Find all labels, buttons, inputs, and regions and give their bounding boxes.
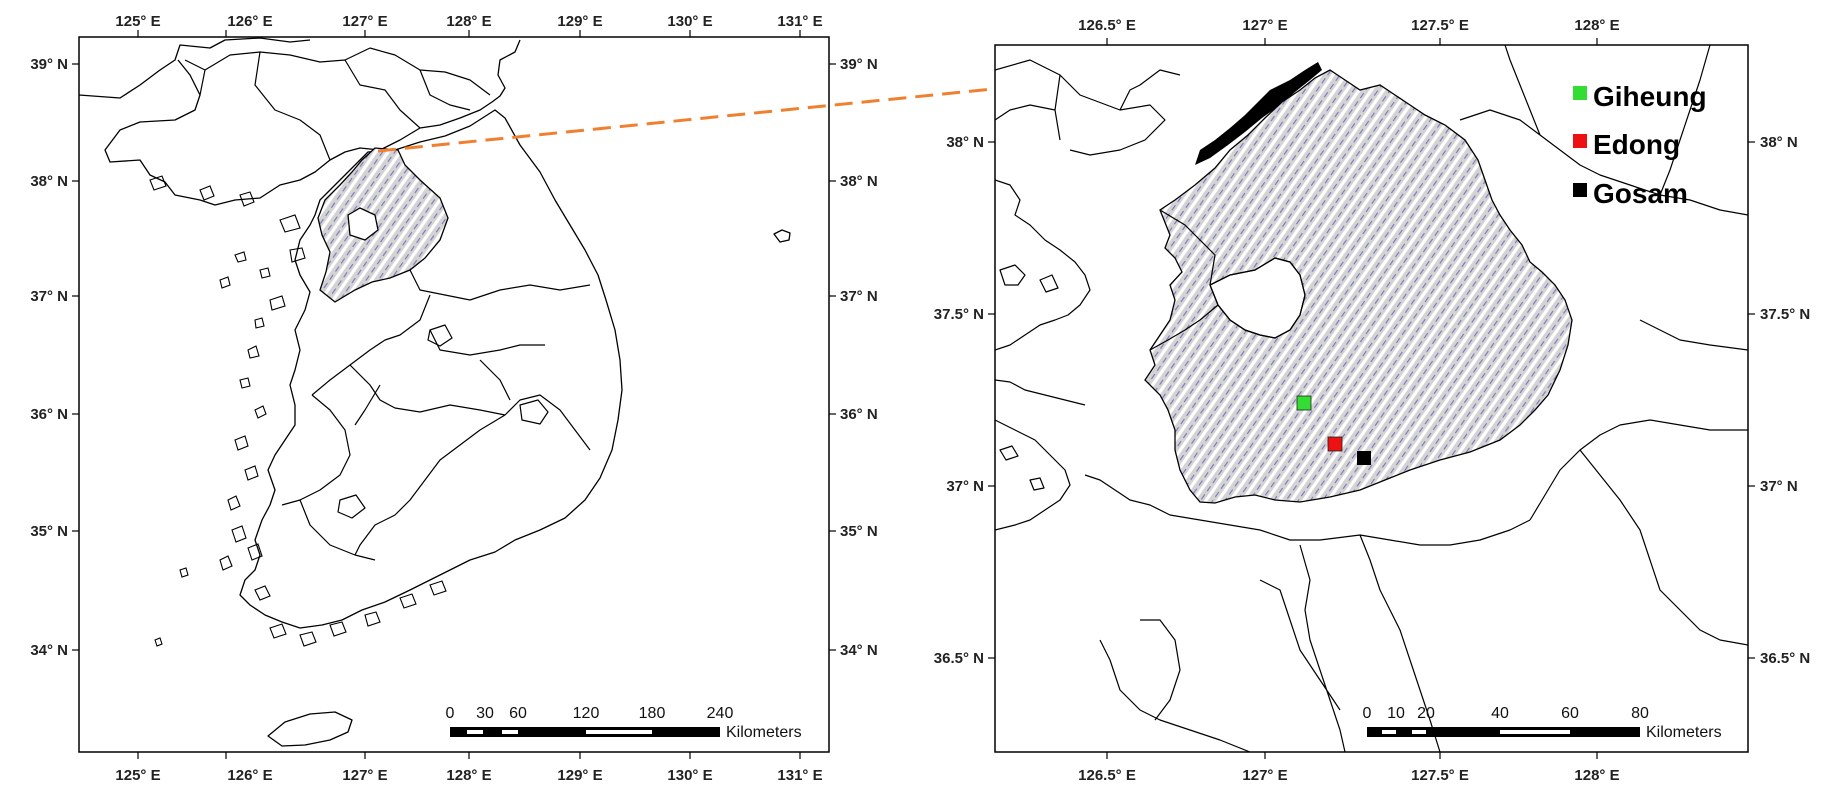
right-y-tick-right: 37° N — [1760, 478, 1798, 495]
right-y-tick-left: 38° N — [946, 134, 984, 151]
right-incheon-boundary — [1149, 209, 1219, 351]
right-x-tick-top: 127° E — [1242, 17, 1287, 34]
left-scale-unit: Kilometers — [726, 724, 802, 741]
right-x-tick-bottom: 126.5° E — [1078, 767, 1136, 784]
right-south-boundaries — [1084, 419, 1748, 752]
legend-label-giheung: Giheung — [1593, 81, 1707, 112]
right-x-tick-bottom: 128° E — [1574, 767, 1619, 784]
right-y-tick-left: 37° N — [946, 478, 984, 495]
left-x-tick-bottom: 127° E — [342, 767, 387, 784]
left-city-enclave-1 — [519, 399, 549, 425]
legend-swatch-giheung — [1573, 86, 1587, 100]
site-marker-gosam[interactable] — [1357, 451, 1371, 465]
right-east-boundaries — [1459, 45, 1748, 351]
right-y-tick-left: 36.5° N — [934, 650, 984, 667]
left-x-tick-bottom: 125° E — [115, 767, 160, 784]
right-x-tick-bottom: 127° E — [1242, 767, 1287, 784]
left-y-tick-right: 37° N — [840, 288, 878, 305]
left-x-tick-top: 131° E — [777, 13, 822, 30]
right-x-tick-top: 128° E — [1574, 17, 1619, 34]
left-city-enclave-3 — [427, 324, 453, 347]
left-x-tick-top: 126° E — [227, 13, 272, 30]
right-y-tick-right: 38° N — [1760, 134, 1798, 151]
right-x-tick-top: 126.5° E — [1078, 17, 1136, 34]
left-x-tick-bottom: 131° E — [777, 767, 822, 784]
right-northern-coast-fill — [1195, 62, 1322, 165]
left-study-region-hatched — [317, 147, 449, 303]
right-west-coast-islands — [995, 179, 1091, 531]
left-north-region-lines — [184, 47, 491, 161]
right-x-ticks — [1106, 38, 1598, 759]
left-northern-coast — [79, 37, 521, 206]
left-jeju-island — [267, 711, 353, 747]
legend-label-gosam: Gosam — [1593, 178, 1688, 209]
right-scale-bar: 0 10 20 40 60 80 Kilometers — [1363, 705, 1722, 741]
left-y-tick-right: 35° N — [840, 523, 878, 540]
left-western-islands — [149, 175, 447, 647]
legend-label-edong: Edong — [1593, 129, 1680, 160]
left-x-tick-bottom: 128° E — [446, 767, 491, 784]
right-x-tick-bottom: 127.5° E — [1411, 767, 1469, 784]
right-detail-map: 126.5° E 127° E 127.5° E 128° E 126.5° E… — [934, 17, 1810, 784]
left-x-ticks — [137, 30, 801, 759]
left-x-tick-bottom: 126° E — [227, 767, 272, 784]
left-scale-label: 60 — [509, 705, 527, 722]
right-y-tick-right: 36.5° N — [1760, 650, 1810, 667]
left-x-tick-top: 127° E — [342, 13, 387, 30]
legend: Giheung Edong Gosam — [1573, 81, 1707, 209]
left-y-tick-right: 38° N — [840, 173, 878, 190]
left-y-tick-left: 38° N — [30, 173, 68, 190]
right-y-tick-right: 37.5° N — [1760, 306, 1810, 323]
left-scale-label: 0 — [446, 705, 455, 722]
site-marker-edong[interactable] — [1327, 436, 1343, 452]
left-y-tick-right: 36° N — [840, 406, 878, 423]
right-scale-label: 40 — [1491, 705, 1509, 722]
right-y-tick-left: 37.5° N — [934, 306, 984, 323]
left-scale-label: 180 — [639, 705, 666, 722]
left-scale-bar: 0 30 60 120 180 240 Kilometers — [446, 705, 802, 741]
left-y-tick-left: 34° N — [30, 642, 68, 659]
left-south-korea-coast — [239, 109, 623, 629]
left-y-tick-left: 39° N — [30, 56, 68, 73]
right-x-tick-top: 127.5° E — [1411, 17, 1469, 34]
left-x-tick-bottom: 130° E — [667, 767, 712, 784]
legend-swatch-edong — [1573, 134, 1587, 148]
right-seoul-boundary — [1209, 257, 1306, 339]
left-y-tick-left: 36° N — [30, 406, 68, 423]
left-y-tick-right: 39° N — [840, 56, 878, 73]
right-scale-label: 80 — [1631, 705, 1649, 722]
left-x-tick-bottom: 129° E — [557, 767, 602, 784]
left-y-tick-left: 35° N — [30, 523, 68, 540]
left-scale-label: 120 — [573, 705, 600, 722]
legend-swatch-gosam — [1573, 183, 1587, 197]
right-y-ticks — [988, 141, 1755, 659]
left-y-ticks — [72, 63, 836, 651]
left-y-tick-left: 37° N — [30, 288, 68, 305]
left-province-boundaries — [281, 269, 591, 561]
right-scale-unit: Kilometers — [1646, 724, 1722, 741]
left-ulleung-island — [773, 229, 791, 243]
left-map-frame — [78, 36, 830, 753]
right-scale-label: 20 — [1417, 705, 1435, 722]
left-x-tick-top: 128° E — [446, 13, 491, 30]
left-city-enclave-2 — [337, 494, 366, 519]
right-scale-label: 0 — [1363, 705, 1372, 722]
left-scale-label: 30 — [476, 705, 494, 722]
left-scale-label: 240 — [707, 705, 734, 722]
left-y-tick-right: 34° N — [840, 642, 878, 659]
right-northwest-boundaries — [995, 59, 1181, 156]
left-x-tick-top: 130° E — [667, 13, 712, 30]
site-marker-giheung[interactable] — [1296, 395, 1312, 411]
left-x-tick-top: 129° E — [557, 13, 602, 30]
left-overview-map: 125° E 126° E 127° E 128° E 129° E 130° … — [30, 13, 877, 784]
right-scale-label: 10 — [1387, 705, 1405, 722]
left-x-tick-top: 125° E — [115, 13, 160, 30]
right-scale-label: 60 — [1561, 705, 1579, 722]
